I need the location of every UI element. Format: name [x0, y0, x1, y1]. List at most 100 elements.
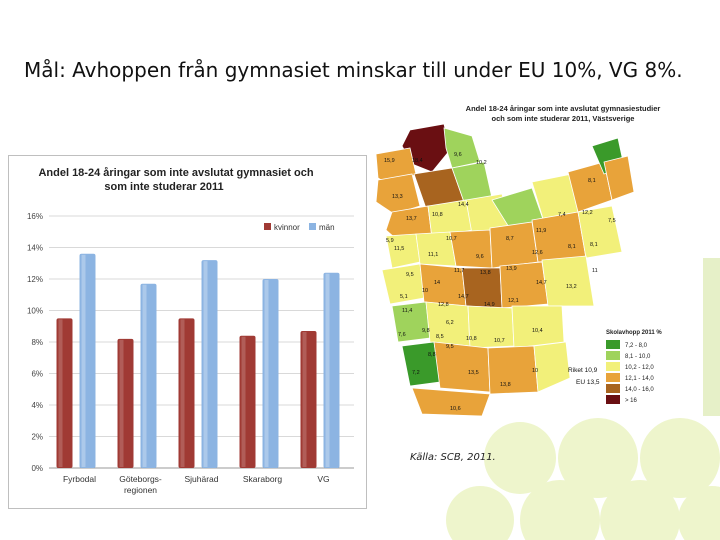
bar-rect: [117, 338, 134, 468]
decorative-circles: [446, 418, 720, 540]
map-value: 12,8: [438, 302, 449, 308]
bar-highlight: [203, 261, 208, 467]
map-value: 11,1: [428, 252, 438, 258]
map-title-line-2: och som inte studerar 2011, Västsverige: [492, 114, 635, 123]
map-region: [533, 341, 571, 393]
map-value: 7,6: [398, 332, 406, 338]
map-region: [603, 155, 635, 201]
map-region: [411, 387, 491, 417]
map-value: 8,1: [588, 178, 596, 184]
map-legend-swatch: [606, 362, 620, 371]
bar-highlight: [180, 319, 185, 467]
map-value: 10: [532, 368, 538, 374]
x-tick-label: Sjuhärad: [184, 474, 218, 484]
map-value: 8,7: [506, 236, 514, 242]
bar-män: [140, 283, 157, 468]
map-value: 13,7: [406, 216, 417, 222]
bar-rect: [239, 335, 256, 468]
map-value: 9,6: [454, 152, 462, 158]
y-tick-label: 14%: [27, 244, 43, 253]
map-region: [433, 341, 491, 393]
map-value: 8,1: [568, 244, 576, 250]
map-value: 9,5: [406, 272, 414, 278]
bar-highlight: [264, 280, 269, 467]
y-tick-label: 4%: [31, 401, 43, 410]
bar-kvinnor: [239, 335, 256, 468]
y-tick-label: 0%: [31, 464, 43, 473]
choropleth-map: Andel 18-24 åringar som inte avslutat gy…: [375, 104, 662, 417]
map-value: 11,7: [454, 268, 464, 274]
bar-kvinnor: [56, 318, 73, 468]
x-tick-label: regionen: [124, 485, 157, 495]
map-regions: [375, 123, 635, 417]
map-region: [489, 221, 539, 269]
bar-highlight: [325, 273, 330, 467]
bar-chart-panel: Andel 18-24 åringar som inte avslutat gy…: [8, 155, 367, 509]
y-tick-label: 12%: [27, 275, 43, 284]
map-value: 18,4: [412, 158, 423, 164]
map-value: 8,5: [436, 334, 444, 340]
map-region: [511, 305, 565, 349]
side-strip: [703, 258, 720, 416]
bar-rect: [178, 318, 195, 468]
map-value: 14,7: [536, 280, 547, 286]
map-legend-swatch: [606, 373, 620, 382]
x-tick-label: VG: [317, 474, 329, 484]
map-value: 10,8: [432, 212, 443, 218]
map-legend-swatch: [606, 351, 620, 360]
map-region: [401, 341, 441, 387]
bar-rect: [56, 318, 73, 468]
chart-title-line-2: som inte studerar 2011: [104, 181, 223, 193]
map-legend-label: 8,1 - 10,0: [625, 354, 651, 360]
map-region: [487, 345, 539, 395]
map-legend-label: 14,0 - 16,0: [625, 387, 654, 393]
map-legend-label: > 16: [625, 398, 638, 404]
map-value: 10,6: [450, 406, 461, 412]
map-region: [443, 127, 481, 169]
map-value: 7,2: [412, 370, 420, 376]
map-panel: Andel 18-24 åringar som inte avslutat gy…: [372, 102, 697, 420]
bar-highlight: [119, 339, 124, 467]
map-value-labels: 15,9 9,6 10,2 18,4 8,1 13,3 14,4 12,2 13…: [384, 152, 616, 412]
slide-title: Mål: Avhoppen från gymnasiet minskar til…: [24, 58, 683, 82]
bar-rect: [140, 283, 157, 468]
map-legend-swatch: [606, 395, 620, 404]
bar-kvinnor: [300, 330, 317, 468]
map-region: [577, 205, 623, 259]
bar-highlight: [302, 331, 307, 467]
map-value: 14,4: [458, 202, 469, 208]
legend-swatch: [309, 223, 316, 230]
map-value: 10,7: [446, 236, 457, 242]
map-value: 10,8: [466, 336, 477, 342]
x-axis-labels: Fyrbodal Göteborgs-regionen Sjuhärad Skarab…: [63, 474, 330, 495]
legend-label: kvinnor: [274, 223, 300, 232]
bar-highlight: [58, 319, 63, 467]
map-value: 12,1: [508, 298, 519, 304]
y-tick-label: 6%: [31, 370, 43, 379]
map-value: 13,5: [468, 370, 479, 376]
x-tick-label: Fyrbodal: [63, 474, 96, 484]
map-legend-label: 7,2 - 8,0: [625, 343, 648, 349]
bars: [56, 253, 340, 468]
map-value: 14,7: [458, 294, 469, 300]
map-value: 5,9: [386, 238, 394, 244]
map-value: 15,9: [384, 158, 395, 164]
bar-män: [323, 272, 340, 468]
legend-swatch: [264, 223, 271, 230]
map-value: 8,1: [590, 242, 598, 248]
map-value: 13,3: [392, 194, 403, 200]
map-value: 14,9: [484, 302, 495, 308]
map-value: 9,8: [422, 328, 430, 334]
map-value: 10,2: [476, 160, 487, 166]
bar-män: [79, 253, 96, 468]
x-tick-label: Göteborgs-: [119, 474, 162, 484]
map-value: 5,1: [400, 294, 408, 300]
map-value: 13,2: [566, 284, 577, 290]
map-value: 14: [434, 280, 440, 286]
legend-label: män: [319, 223, 335, 232]
map-value: 11,5: [394, 246, 404, 252]
map-title-line-1: Andel 18-24 åringar som inte avslutat gy…: [466, 104, 661, 113]
map-value: 10: [422, 288, 428, 294]
y-tick-label: 2%: [31, 433, 43, 442]
map-value: 13,9: [506, 266, 517, 272]
